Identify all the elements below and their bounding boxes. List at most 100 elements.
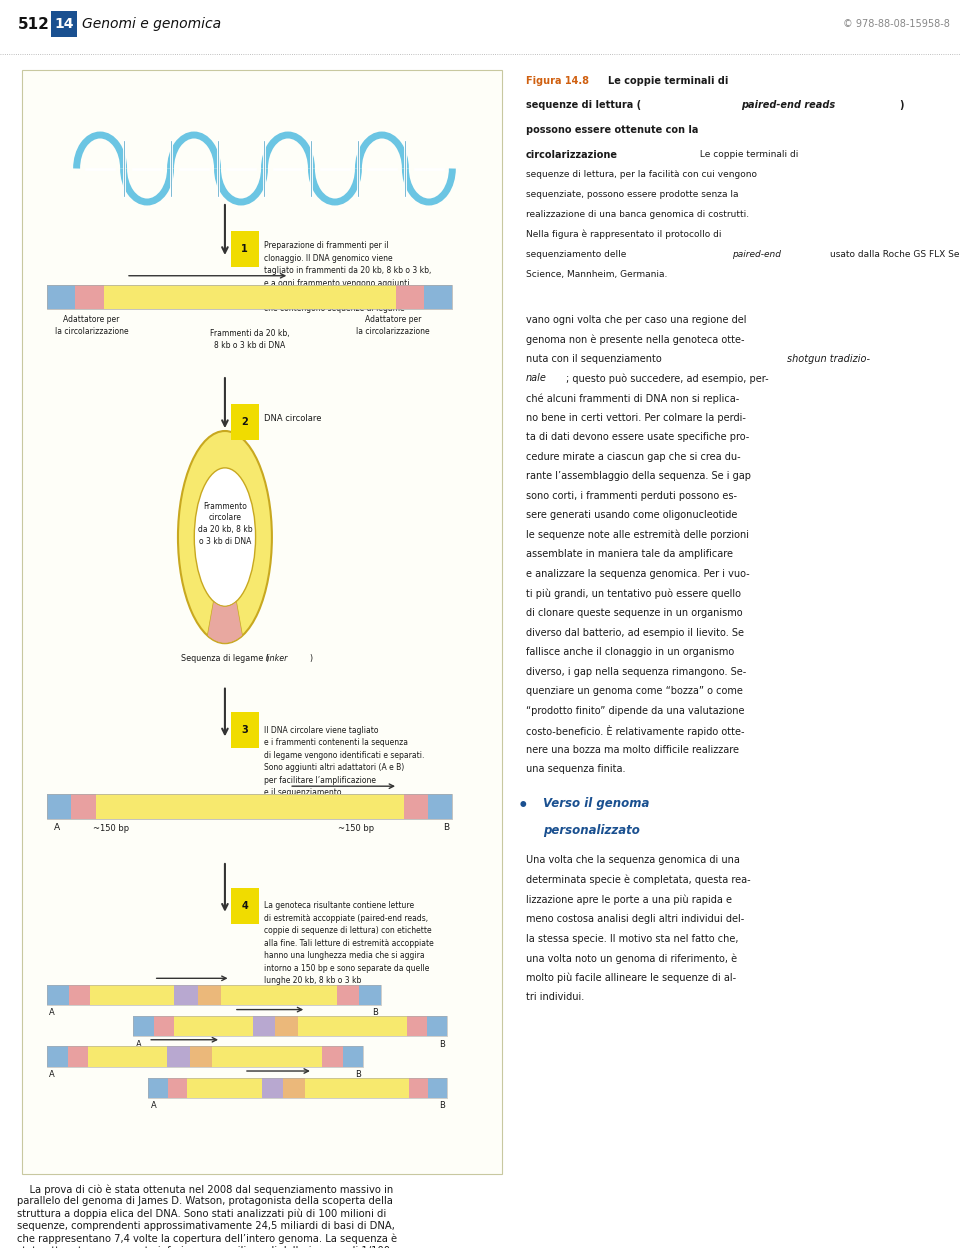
Text: 2: 2 — [241, 417, 248, 427]
Bar — [168, 1078, 187, 1098]
Text: parallelo del genoma di James D. Watson, protagonista della scoperta della: parallelo del genoma di James D. Watson,… — [17, 1197, 394, 1207]
Circle shape — [194, 468, 255, 607]
Text: paired-end reads: paired-end reads — [741, 100, 835, 110]
Text: linker: linker — [266, 654, 288, 664]
Text: circolarizzazione: circolarizzazione — [526, 150, 618, 160]
Text: fallisce anche il clonaggio in un organismo: fallisce anche il clonaggio in un organi… — [526, 648, 734, 658]
Text: 4: 4 — [241, 901, 248, 911]
Bar — [133, 1016, 154, 1036]
Bar — [47, 794, 452, 819]
Text: una sequenza finita.: una sequenza finita. — [526, 765, 626, 775]
Bar — [154, 1016, 175, 1036]
Text: tri individui.: tri individui. — [526, 992, 585, 1002]
Text: Genomi e genomica: Genomi e genomica — [82, 17, 221, 31]
Wedge shape — [207, 602, 243, 643]
Text: sequenze di lettura, per la facilità con cui vengono: sequenze di lettura, per la facilità con… — [526, 170, 757, 178]
Bar — [133, 1016, 447, 1036]
Bar — [343, 1046, 363, 1067]
Bar — [407, 1016, 427, 1036]
Text: meno costosa analisi degli altri individui del-: meno costosa analisi degli altri individ… — [526, 914, 744, 924]
Bar — [190, 1046, 212, 1067]
Text: A: A — [55, 822, 60, 832]
Text: genoma non è presente nella genoteca otte-: genoma non è presente nella genoteca ott… — [526, 334, 745, 344]
Bar — [68, 985, 90, 1005]
Bar — [283, 1078, 304, 1098]
Text: ti più grandi, un tentativo può essere quello: ti più grandi, un tentativo può essere q… — [526, 589, 741, 599]
Text: rante l’assemblaggio della sequenza. Se i gap: rante l’assemblaggio della sequenza. Se … — [526, 472, 751, 482]
Circle shape — [178, 431, 272, 643]
Text: La genoteca risultante contiene letture
di estremità accoppiate (paired-end read: La genoteca risultante contiene letture … — [265, 901, 434, 985]
Text: la stessa specie. Il motivo sta nel fatto che,: la stessa specie. Il motivo sta nel fatt… — [526, 934, 738, 943]
Text: nuta con il sequenziamento: nuta con il sequenziamento — [526, 354, 665, 364]
Text: Figura 14.8: Figura 14.8 — [526, 76, 592, 86]
Bar — [47, 985, 381, 1005]
Bar — [47, 1046, 363, 1067]
Text: ché alcuni frammenti di DNA non si replica-: ché alcuni frammenti di DNA non si repli… — [526, 393, 739, 403]
FancyBboxPatch shape — [230, 713, 258, 749]
Text: nale: nale — [526, 373, 547, 383]
Bar — [427, 1016, 447, 1036]
Bar — [47, 1046, 67, 1067]
Bar — [323, 1046, 343, 1067]
Text: ta di dati devono essere usate specifiche pro-: ta di dati devono essere usate specifich… — [526, 432, 750, 442]
Bar — [276, 1016, 298, 1036]
Text: sere generati usando come oligonucleotide: sere generati usando come oligonucleotid… — [526, 510, 737, 520]
Bar — [47, 794, 71, 819]
Bar — [148, 1078, 447, 1098]
Bar — [359, 985, 381, 1005]
Text: cedure mirate a ciascun gap che si crea du-: cedure mirate a ciascun gap che si crea … — [526, 452, 741, 462]
Bar — [67, 1046, 88, 1067]
Text: paired-end: paired-end — [732, 250, 781, 260]
Bar — [47, 985, 68, 1005]
Bar — [337, 985, 359, 1005]
Text: 14: 14 — [55, 17, 74, 31]
Text: 512: 512 — [18, 16, 50, 31]
Text: Science, Mannheim, Germania.: Science, Mannheim, Germania. — [526, 270, 667, 280]
Bar — [262, 1078, 283, 1098]
Text: B: B — [355, 1070, 361, 1080]
Text: assemblate in maniera tale da amplificare: assemblate in maniera tale da amplificar… — [526, 549, 733, 559]
Text: vano ogni volta che per caso una regione del: vano ogni volta che per caso una regione… — [526, 314, 747, 324]
Text: ; questo può succedere, ad esempio, per-: ; questo può succedere, ad esempio, per- — [565, 373, 768, 384]
Text: B: B — [439, 1101, 444, 1111]
Bar — [198, 985, 222, 1005]
Bar — [404, 794, 428, 819]
Text: A: A — [49, 1008, 55, 1017]
Bar — [148, 1078, 168, 1098]
Text: Verso il genoma: Verso il genoma — [543, 797, 649, 810]
Text: Il DNA circolare viene tagliato
e i frammenti contenenti la sequenza
di legame v: Il DNA circolare viene tagliato e i fram… — [265, 726, 425, 797]
Bar — [47, 285, 452, 310]
Bar — [75, 285, 104, 310]
Text: ~150 bp: ~150 bp — [93, 824, 130, 834]
Text: sono corti, i frammenti perduti possono es-: sono corti, i frammenti perduti possono … — [526, 490, 737, 500]
Text: realizzazione di una banca genomica di costrutti.: realizzazione di una banca genomica di c… — [526, 210, 749, 218]
Text: diverso dal batterio, ad esempio il lievito. Se: diverso dal batterio, ad esempio il liev… — [526, 628, 744, 638]
FancyBboxPatch shape — [22, 70, 502, 1174]
Bar — [47, 985, 381, 1005]
Bar — [174, 985, 198, 1005]
Text: 1: 1 — [241, 243, 248, 253]
Text: ~150 bp: ~150 bp — [338, 824, 374, 834]
Text: Una volta che la sequenza genomica di una: Una volta che la sequenza genomica di un… — [526, 855, 740, 865]
Bar — [252, 1016, 276, 1036]
Text: che rappresentano 7,4 volte la copertura dell’intero genoma. La sequenza è: che rappresentano 7,4 volte la copertura… — [17, 1233, 397, 1244]
Text: possono essere ottenute con la: possono essere ottenute con la — [526, 125, 699, 135]
Text: personalizzato: personalizzato — [543, 824, 640, 837]
Text: lizzazione apre le porte a una più rapida e: lizzazione apre le porte a una più rapid… — [526, 895, 732, 905]
FancyBboxPatch shape — [51, 11, 77, 37]
Text: Le coppie terminali di: Le coppie terminali di — [697, 150, 799, 158]
Text: una volta noto un genoma di riferimento, è: una volta noto un genoma di riferimento,… — [526, 953, 737, 963]
Text: Frammenti da 20 kb,
8 kb o 3 kb di DNA: Frammenti da 20 kb, 8 kb o 3 kb di DNA — [210, 329, 290, 351]
Text: sequenziate, possono essere prodotte senza la: sequenziate, possono essere prodotte sen… — [526, 190, 738, 198]
Text: Preparazione di frammenti per il
clonaggio. Il DNA genomico viene
tagliato in fr: Preparazione di frammenti per il clonagg… — [265, 241, 432, 312]
Bar — [428, 794, 452, 819]
Bar — [396, 285, 424, 310]
Text: B: B — [444, 822, 449, 832]
Bar — [133, 1016, 447, 1036]
Text: e analizzare la sequenza genomica. Per i vuo-: e analizzare la sequenza genomica. Per i… — [526, 569, 750, 579]
Bar — [148, 1078, 447, 1098]
Text: A: A — [49, 1070, 55, 1080]
Text: le sequenze note alle estremità delle porzioni: le sequenze note alle estremità delle po… — [526, 530, 749, 540]
Text: di clonare queste sequenze in un organismo: di clonare queste sequenze in un organis… — [526, 608, 743, 618]
Text: no bene in certi vettori. Per colmare la perdi-: no bene in certi vettori. Per colmare la… — [526, 413, 746, 423]
